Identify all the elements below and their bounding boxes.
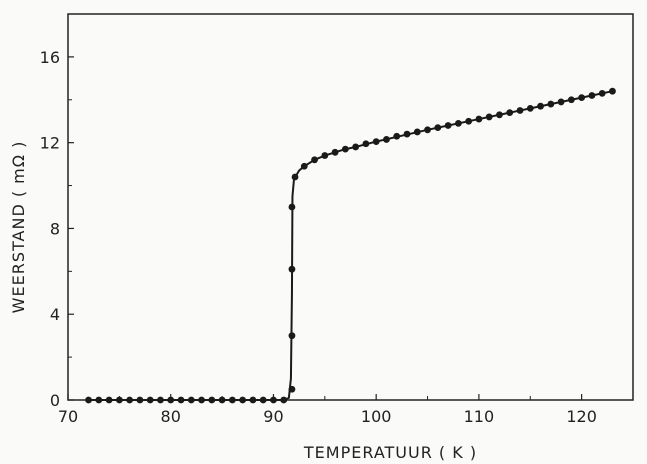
y-tick-label: 16	[40, 48, 60, 67]
data-point	[300, 162, 308, 170]
data-point	[485, 113, 493, 121]
data-point	[157, 396, 164, 404]
data-point	[547, 100, 555, 108]
data-point	[465, 117, 473, 125]
data-point	[146, 396, 154, 404]
data-point	[424, 126, 431, 134]
data-point	[321, 152, 329, 159]
data-point	[403, 130, 411, 138]
data-point	[383, 136, 390, 143]
plot-frame	[67, 13, 634, 401]
data-point	[126, 396, 134, 404]
y-tick-label: 12	[40, 134, 60, 153]
x-tick-label: 90	[263, 407, 283, 426]
data-point	[228, 396, 236, 404]
data-point	[177, 396, 185, 404]
data-point	[413, 128, 421, 136]
data-point	[136, 396, 144, 404]
data-point	[85, 396, 92, 404]
x-tick-label: 120	[566, 407, 597, 426]
data-point	[475, 115, 483, 123]
data-point	[167, 396, 175, 404]
data-point	[288, 332, 296, 340]
x-tick-label: 110	[464, 407, 495, 426]
data-point	[288, 385, 296, 393]
y-tick-label: 8	[50, 219, 60, 238]
data-point	[291, 173, 299, 181]
x-tick-label: 100	[361, 407, 392, 426]
data-point	[567, 96, 575, 104]
y-axis-label: WEERSTAND ( mΩ )	[9, 141, 28, 314]
data-point	[259, 396, 267, 404]
x-tick-label: 70	[58, 407, 78, 426]
data-point	[341, 145, 349, 153]
y-tick-label: 0	[50, 391, 60, 410]
data-point	[187, 396, 195, 404]
data-point	[454, 119, 462, 127]
data-point	[311, 156, 318, 164]
x-axis-label: TEMPERATUUR ( K )	[303, 443, 477, 462]
data-point	[598, 89, 606, 97]
data-point	[393, 132, 401, 140]
data-point	[372, 138, 380, 145]
data-point	[578, 94, 586, 102]
data-point	[362, 140, 370, 148]
y-tick-label: 4	[50, 305, 60, 324]
data-point	[95, 396, 103, 404]
data-point	[105, 396, 113, 404]
data-point	[208, 396, 216, 404]
data-point	[198, 396, 205, 404]
data-point	[331, 148, 339, 156]
data-point	[588, 92, 596, 99]
data-point	[557, 98, 565, 106]
data-point	[352, 143, 360, 151]
data-point	[270, 396, 277, 404]
data-point	[526, 104, 534, 112]
data-point	[288, 203, 296, 211]
data-point	[496, 111, 503, 119]
data-point	[609, 87, 616, 95]
series-line	[88, 90, 613, 401]
data-point	[444, 122, 452, 129]
data-point	[115, 396, 123, 404]
x-tick-label: 80	[161, 407, 181, 426]
data-point	[249, 396, 257, 404]
data-point	[434, 124, 442, 132]
data-point	[506, 109, 514, 117]
data-point	[516, 107, 524, 114]
data-point	[288, 265, 296, 273]
data-point	[218, 396, 226, 404]
data-point	[537, 102, 544, 110]
data-point	[239, 396, 247, 404]
data-point	[280, 396, 288, 404]
